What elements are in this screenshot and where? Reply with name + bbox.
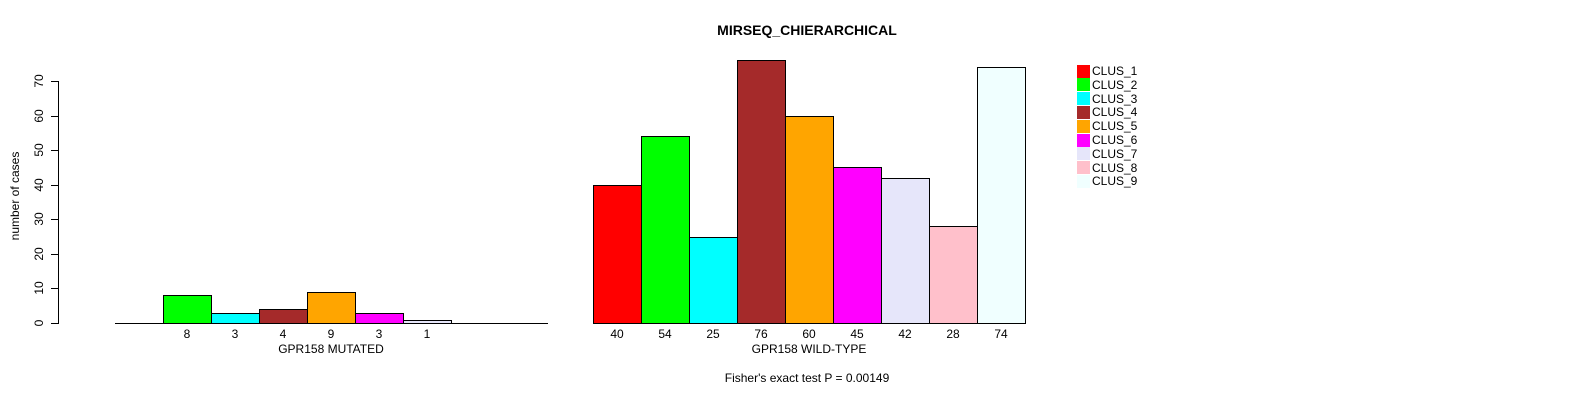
bar-value-label: 54 [658, 327, 672, 341]
legend-swatch-clus_3 [1077, 92, 1090, 105]
y-axis-tick [51, 254, 58, 255]
bar-value-label: 76 [754, 327, 768, 341]
bar-value-label: 42 [898, 327, 912, 341]
legend-swatch-clus_5 [1077, 120, 1090, 133]
bar-value-label: 8 [183, 327, 191, 341]
bar-clus_2 [641, 136, 690, 324]
legend-swatch-clus_1 [1077, 65, 1090, 78]
bar-value-label: 25 [706, 327, 720, 341]
legend-label-clus_7: CLUS_7 [1092, 147, 1138, 161]
legend-swatch-clus_9 [1077, 175, 1090, 188]
y-axis-tick-label: 20 [32, 247, 46, 261]
legend-swatch-clus_8 [1077, 161, 1090, 174]
y-axis-tick [51, 81, 58, 82]
fisher-test-annotation: Fisher's exact test P = 0.00149 [724, 371, 890, 385]
bar-value-label: 1 [423, 327, 431, 341]
bar-value-label: 9 [327, 327, 335, 341]
x-axis-label-mutated: GPR158 MUTATED [278, 342, 384, 356]
x-axis-label-wildtype: GPR158 WILD-TYPE [751, 342, 867, 356]
legend-label-clus_2: CLUS_2 [1092, 78, 1138, 92]
y-axis-tick [51, 219, 58, 220]
legend-label-clus_9: CLUS_9 [1092, 174, 1138, 188]
bar-clus_1 [593, 185, 642, 324]
y-axis-line [58, 81, 59, 324]
y-axis-tick-label: 60 [32, 109, 46, 123]
legend-label-clus_1: CLUS_1 [1092, 64, 1138, 78]
legend-swatch-clus_2 [1077, 78, 1090, 91]
bar-clus_6 [355, 313, 404, 324]
y-axis-tick-label: 40 [32, 178, 46, 192]
y-axis-tick-label: 70 [32, 74, 46, 88]
legend-label-clus_3: CLUS_3 [1092, 92, 1138, 106]
bar-clus_7 [403, 320, 452, 324]
legend-label-clus_8: CLUS_8 [1092, 161, 1138, 175]
legend-label-clus_6: CLUS_6 [1092, 133, 1138, 147]
bar-clus_3 [689, 237, 738, 324]
y-axis-tick [51, 185, 58, 186]
bar-clus_5 [785, 116, 834, 324]
y-axis-title: number of cases [8, 151, 22, 241]
bar-clus_2 [163, 295, 212, 324]
bar-value-label: 4 [279, 327, 287, 341]
legend-swatch-clus_6 [1077, 134, 1090, 147]
y-axis-tick [51, 323, 58, 324]
bar-clus_4 [737, 60, 786, 324]
y-axis-tick-label: 10 [32, 281, 46, 295]
y-axis-tick [51, 116, 58, 117]
chart-title: MIRSEQ_CHIERARCHICAL [717, 22, 897, 38]
legend-label-clus_5: CLUS_5 [1092, 119, 1138, 133]
y-axis-tick-label: 30 [32, 212, 46, 226]
y-axis-tick [51, 288, 58, 289]
y-axis-tick-label: 50 [32, 143, 46, 157]
bar-value-label: 60 [802, 327, 816, 341]
bar-value-label: 74 [994, 327, 1008, 341]
bar-value-label: 3 [375, 327, 383, 341]
bar-clus_4 [259, 309, 308, 324]
bar-value-label: 28 [946, 327, 960, 341]
bar-clus_8 [929, 226, 978, 324]
bar-clus_3 [211, 313, 260, 324]
bar-value-label: 3 [231, 327, 239, 341]
bar-clus_6 [833, 167, 882, 324]
bar-clus_5 [307, 292, 356, 324]
legend-label-clus_4: CLUS_4 [1092, 105, 1138, 119]
bar-clus_7 [881, 178, 930, 324]
bar-clus_9 [977, 67, 1026, 324]
y-axis-tick [51, 150, 58, 151]
y-axis-tick-label: 0 [32, 319, 46, 327]
bar-value-label: 40 [610, 327, 624, 341]
legend-swatch-clus_7 [1077, 147, 1090, 160]
legend-swatch-clus_4 [1077, 106, 1090, 119]
bar-value-label: 45 [850, 327, 864, 341]
